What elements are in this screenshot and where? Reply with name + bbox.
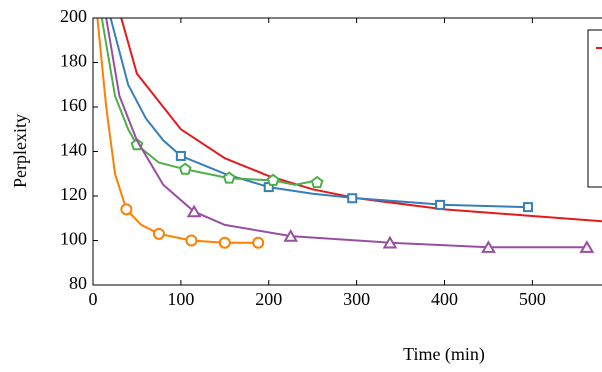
x-tick-label: 300: [343, 289, 370, 309]
marker: [266, 173, 280, 186]
marker: [579, 240, 595, 253]
y-tick-label: 80: [69, 273, 87, 293]
marker: [222, 171, 236, 184]
series-line: [109, 18, 529, 209]
x-tick-label: 200: [255, 289, 282, 309]
x-tick-label: 400: [431, 289, 458, 309]
series-line: [96, 18, 259, 244]
marker: [522, 202, 533, 213]
x-tick-label: 500: [519, 289, 546, 309]
marker: [178, 162, 192, 175]
marker: [481, 240, 496, 253]
marker: [185, 234, 198, 247]
marker: [283, 229, 299, 242]
y-tick-label: 200: [60, 6, 87, 26]
series-line: [105, 18, 587, 249]
marker: [218, 236, 231, 249]
plot-area: [96, 18, 602, 253]
y-tick-label: 180: [60, 51, 87, 71]
marker: [175, 150, 186, 161]
marker: [382, 235, 398, 249]
y-tick-label: 160: [60, 95, 87, 115]
legend-box: [587, 29, 602, 188]
series-line: [100, 18, 318, 186]
marker: [310, 175, 324, 189]
x-tick-label: 0: [89, 289, 98, 309]
y-tick-label: 120: [60, 184, 87, 204]
marker: [152, 227, 165, 240]
y-tick-label: 100: [60, 229, 87, 249]
y-axis-label: Perplexity: [10, 114, 30, 188]
x-axis-label: Time (min): [403, 344, 485, 365]
marker: [120, 203, 133, 216]
plot-frame: [92, 17, 602, 286]
marker: [186, 204, 202, 218]
marker: [435, 199, 446, 210]
y-tick-label: 140: [60, 140, 87, 160]
x-tick-label: 100: [167, 289, 194, 309]
legend: FullSamplingHSMD-Softmax[*]Ours: [587, 29, 602, 188]
marker: [252, 236, 265, 249]
marker: [347, 193, 358, 204]
series-line: [120, 18, 602, 223]
